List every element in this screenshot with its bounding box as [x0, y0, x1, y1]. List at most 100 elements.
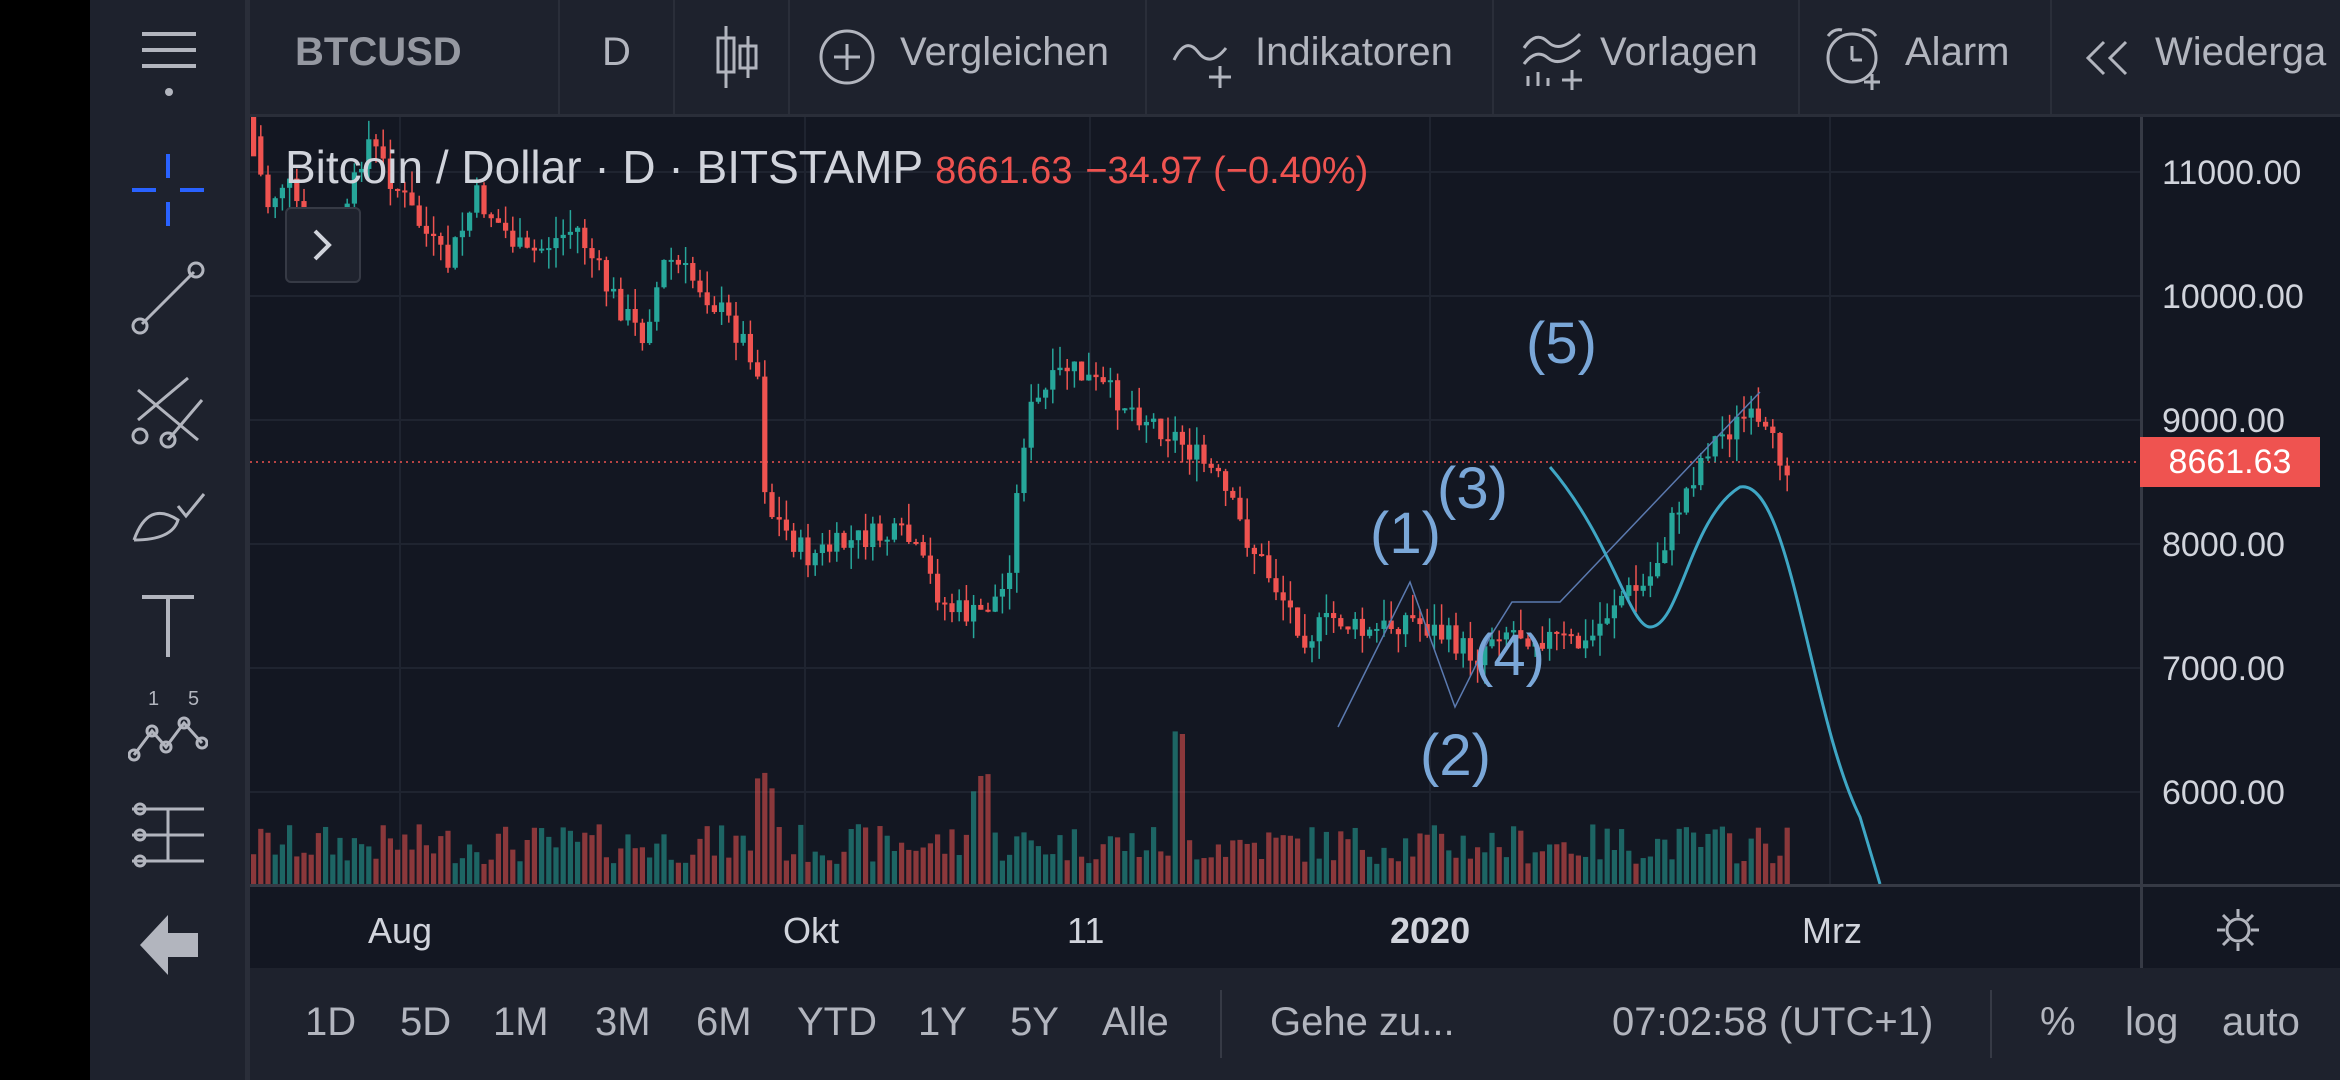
volume-bar: [747, 850, 753, 884]
compare-button[interactable]: Vergleichen: [900, 30, 1110, 74]
price-axis[interactable]: [2140, 117, 2340, 884]
volume-bar: [1417, 833, 1423, 884]
candle-body: [956, 600, 962, 613]
candle-body: [1331, 613, 1337, 619]
alarm-clock-icon[interactable]: [1822, 24, 1886, 92]
legend-change: −34.97 (−0.40%): [1085, 150, 1369, 192]
volume-bar: [1158, 851, 1164, 884]
candle-body: [855, 530, 861, 541]
time-tick: 2020: [1390, 910, 1471, 951]
candle-body: [1403, 615, 1409, 635]
time-axis[interactable]: [250, 884, 2140, 969]
pitchfork-icon[interactable]: [128, 370, 208, 450]
candle-body: [1669, 512, 1675, 551]
range-1d[interactable]: 1D: [305, 1000, 357, 1044]
volume-bar: [1165, 855, 1171, 884]
volume-bar: [1201, 858, 1207, 884]
goto-date-button[interactable]: Gehe zu...: [1270, 1000, 1455, 1044]
templates-icon[interactable]: [1520, 26, 1590, 90]
volume-bar: [1093, 859, 1099, 884]
volume-bar: [359, 844, 365, 884]
range-all[interactable]: Alle: [1102, 1000, 1169, 1044]
candle-body: [690, 263, 696, 281]
replay-button[interactable]: Wiederga: [2155, 30, 2327, 74]
volume-bar: [1129, 833, 1135, 884]
volume-bar: [308, 854, 314, 884]
volume-bar: [445, 830, 451, 884]
range-1m[interactable]: 1M: [493, 1000, 549, 1044]
candle-body: [1611, 605, 1617, 619]
candle-body: [1460, 638, 1466, 654]
volume-bar: [1489, 832, 1495, 884]
price-chart[interactable]: [250, 117, 2140, 885]
text-icon[interactable]: [128, 585, 208, 665]
replay-icon[interactable]: [2082, 38, 2142, 78]
measure-icon[interactable]: [128, 795, 208, 875]
crosshair-icon[interactable]: [128, 150, 208, 230]
volume-bar: [855, 824, 861, 884]
brush-icon[interactable]: [128, 480, 208, 560]
candle-body: [1755, 408, 1761, 422]
candle-body: [1561, 633, 1567, 636]
candle-body: [949, 603, 955, 613]
candle-body: [647, 321, 653, 344]
candle-body: [1482, 646, 1488, 666]
volume-bar: [1431, 825, 1437, 884]
symbol-button[interactable]: BTCUSD: [295, 30, 462, 74]
legend-expand-button[interactable]: [285, 207, 361, 283]
trend-line-icon[interactable]: [128, 258, 208, 338]
timezone-clock[interactable]: 07:02:58 (UTC+1): [1612, 1000, 1934, 1044]
candle-body: [697, 280, 703, 293]
candle-body: [1179, 431, 1185, 445]
indicators-icon[interactable]: [1170, 30, 1240, 90]
alarm-button[interactable]: Alarm: [1905, 30, 2010, 74]
auto-toggle[interactable]: auto: [2222, 1000, 2300, 1044]
volume-bar: [776, 827, 782, 884]
candle-body: [1194, 444, 1200, 460]
volume-bar: [639, 847, 645, 884]
volume-bar: [1107, 836, 1113, 884]
compare-plus-icon[interactable]: [818, 28, 878, 88]
candle-body: [1410, 615, 1416, 619]
back-arrow-icon[interactable]: [128, 905, 208, 985]
toolbar-separator: [1492, 0, 1494, 114]
candle-body: [733, 315, 739, 343]
volume-bar: [740, 835, 746, 884]
volume-bar: [1403, 838, 1409, 884]
candle-body: [1122, 408, 1128, 411]
menu-icon[interactable]: [140, 30, 200, 100]
settings-gear-icon[interactable]: [2215, 907, 2261, 953]
candle-body: [265, 174, 271, 208]
candle-body: [1719, 434, 1725, 437]
volume-bar: [402, 834, 408, 884]
candle-body: [827, 544, 833, 552]
candle-body: [387, 158, 393, 189]
candle-body: [452, 237, 458, 268]
chart-pane[interactable]: [250, 117, 2140, 885]
candle-body: [704, 292, 710, 306]
candle-body: [546, 248, 552, 251]
volume-bar: [1604, 828, 1610, 884]
percent-toggle[interactable]: %: [2040, 1000, 2076, 1044]
candle-icon[interactable]: [712, 22, 762, 92]
expand-arrow-icon: [313, 229, 332, 261]
range-ytd[interactable]: YTD: [797, 1000, 877, 1044]
axis-settings-corner[interactable]: [2140, 884, 2340, 969]
range-5y[interactable]: 5Y: [1010, 1000, 1059, 1044]
volume-bar: [999, 860, 1005, 884]
candle-body: [1712, 436, 1718, 457]
log-toggle[interactable]: log: [2125, 1000, 2179, 1044]
candle-body: [675, 259, 681, 265]
range-6m[interactable]: 6M: [696, 1000, 752, 1044]
templates-button[interactable]: Vorlagen: [1600, 30, 1758, 74]
candle-body: [834, 532, 840, 552]
candle-body: [1367, 629, 1373, 636]
range-3m[interactable]: 3M: [595, 1000, 651, 1044]
volume-bar: [1410, 856, 1416, 884]
candle-body: [1647, 576, 1653, 586]
interval-button[interactable]: D: [602, 30, 631, 74]
range-5d[interactable]: 5D: [400, 1000, 452, 1044]
indicators-button[interactable]: Indikatoren: [1255, 30, 1453, 74]
range-1y[interactable]: 1Y: [918, 1000, 967, 1044]
